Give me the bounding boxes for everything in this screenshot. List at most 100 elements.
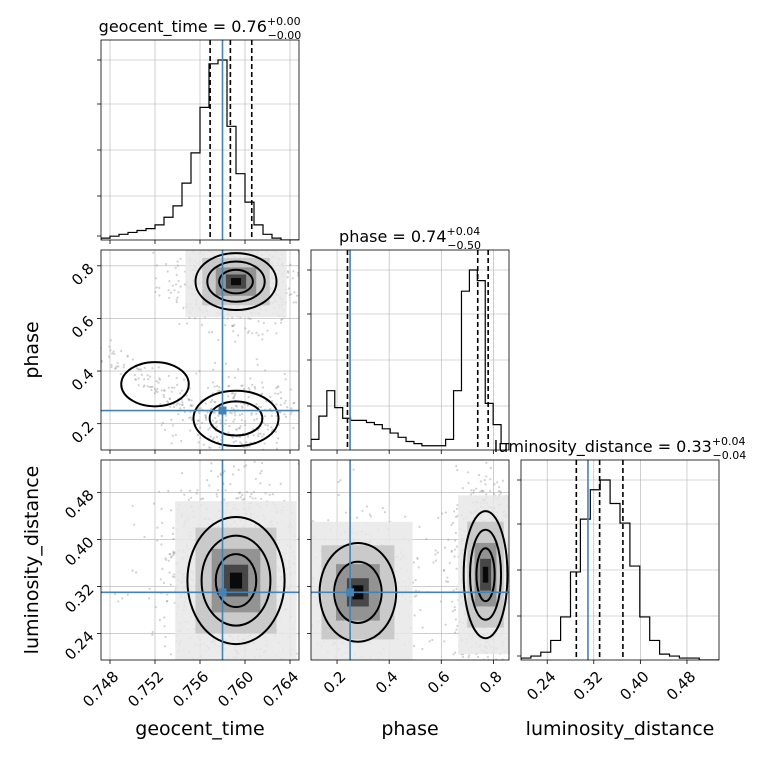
scatter-point xyxy=(236,497,240,500)
scatter-point xyxy=(263,415,267,418)
scatter-point xyxy=(292,244,294,246)
scatter-point xyxy=(244,244,246,246)
scatter-point xyxy=(224,362,228,365)
scatter-point xyxy=(254,387,257,390)
scatter-point xyxy=(229,483,232,486)
density-block xyxy=(229,572,243,589)
scatter-point xyxy=(196,433,199,437)
scatter-point xyxy=(172,553,175,557)
scatter-point xyxy=(281,317,284,320)
scatter-point xyxy=(160,534,163,538)
scatter-point xyxy=(514,697,516,699)
title-main: luminosity_distance = 0.33 xyxy=(494,437,712,457)
scatter-point xyxy=(155,379,158,383)
scatter-point xyxy=(95,344,97,346)
scatter-point xyxy=(179,392,182,395)
scatter-point xyxy=(131,504,134,508)
scatter-point xyxy=(517,545,519,547)
scatter-point xyxy=(351,660,353,662)
scatter-point xyxy=(163,395,166,398)
scatter-point xyxy=(195,417,197,419)
x-axis-label: phase xyxy=(381,718,438,740)
scatter-point xyxy=(292,270,295,273)
scatter-point xyxy=(511,545,513,547)
panel-luminosity_distance-vs-geocent_time-frame xyxy=(100,459,300,661)
scatter-point xyxy=(279,391,282,394)
scatter-point xyxy=(133,373,136,377)
scatter-point xyxy=(414,578,417,582)
scatter-point xyxy=(181,401,184,404)
scatter-point xyxy=(226,678,228,680)
scatter-point xyxy=(156,387,159,390)
scatter-point xyxy=(259,472,262,475)
scatter-point xyxy=(489,478,492,481)
scatter-point xyxy=(513,603,515,605)
hist-phase-step xyxy=(311,269,509,450)
scatter-point xyxy=(218,389,221,392)
scatter-point xyxy=(217,414,220,417)
scatter-point xyxy=(154,290,157,294)
scatter-point xyxy=(161,521,164,524)
scatter-point xyxy=(216,475,220,478)
scatter-point xyxy=(269,395,272,398)
scatter-point xyxy=(279,453,281,455)
scatter-point xyxy=(301,557,303,559)
scatter-point xyxy=(179,246,181,248)
scatter-point xyxy=(142,385,145,388)
scatter-point xyxy=(170,442,173,445)
scatter-point xyxy=(96,407,98,409)
scatter-point xyxy=(262,246,264,248)
scatter-point xyxy=(434,559,438,562)
scatter-point xyxy=(202,443,205,446)
scatter-point xyxy=(275,447,278,450)
scatter-point xyxy=(233,411,236,414)
scatter-point xyxy=(241,406,244,409)
x-tick-label: 0.748 xyxy=(79,668,122,711)
scatter-point xyxy=(237,247,239,249)
scatter-point xyxy=(223,498,226,501)
scatter-point xyxy=(240,412,244,416)
scatter-point xyxy=(50,331,52,333)
scatter-point xyxy=(232,396,235,400)
scatter-point xyxy=(305,438,307,440)
scatter-point xyxy=(175,376,178,380)
scatter-point xyxy=(216,385,219,388)
scatter-point xyxy=(238,491,241,495)
contour-line xyxy=(194,252,278,312)
scatter-point xyxy=(251,690,253,692)
scatter-point xyxy=(161,567,164,570)
scatter-point xyxy=(244,424,247,427)
scatter-point xyxy=(252,434,255,437)
scatter-point xyxy=(261,435,264,438)
scatter-point xyxy=(263,442,266,445)
title-sup: +0.04 xyxy=(712,435,746,448)
scatter-point xyxy=(455,545,459,548)
scatter-point xyxy=(244,464,248,467)
scatter-point xyxy=(363,660,365,662)
scatter-point xyxy=(251,497,254,500)
scatter-point xyxy=(232,465,236,468)
scatter-point xyxy=(237,368,240,371)
scatter-point xyxy=(352,468,355,471)
scatter-point xyxy=(416,669,418,671)
x-tick-label: 0.8 xyxy=(476,668,506,698)
scatter-point xyxy=(253,484,255,486)
scatter-point xyxy=(207,446,211,449)
scatter-point xyxy=(484,483,487,486)
scatter-point xyxy=(83,351,85,353)
scatter-point xyxy=(290,410,293,414)
scatter-point xyxy=(180,489,183,492)
scatter-point xyxy=(154,605,157,609)
scatter-point xyxy=(185,394,188,397)
scatter-point xyxy=(198,370,201,373)
scatter-point xyxy=(250,492,253,496)
contour-line xyxy=(208,400,264,437)
scatter-point xyxy=(421,626,424,629)
scatter-point xyxy=(163,625,166,628)
scatter-point xyxy=(228,425,231,428)
scatter-point xyxy=(247,317,250,320)
scatter-point xyxy=(232,397,235,400)
scatter-point xyxy=(146,374,149,377)
y-tick-label: 0.2 xyxy=(68,417,98,447)
scatter-point xyxy=(304,591,306,593)
